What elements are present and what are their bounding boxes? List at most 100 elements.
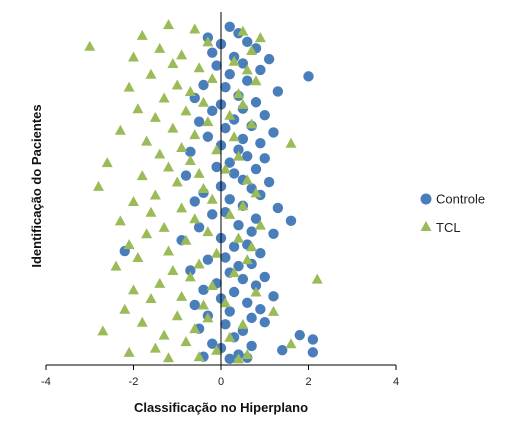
tcl-point [237, 98, 249, 109]
tcl-point [254, 219, 266, 230]
controle-point [185, 265, 196, 276]
controle-point [180, 170, 192, 181]
tcl-point [149, 111, 161, 122]
tcl-point [149, 342, 161, 353]
tcl-point [224, 208, 236, 219]
controle-point [228, 168, 240, 179]
tcl-point [246, 241, 258, 252]
controle-point [220, 319, 231, 330]
tcl-point [114, 215, 126, 226]
controle-point [198, 79, 209, 91]
controle-point [259, 316, 270, 328]
controle-point [207, 209, 218, 220]
controle-point [237, 133, 249, 145]
tcl-point [97, 325, 109, 336]
controle-point [246, 226, 257, 237]
x-tick-label: 4 [393, 376, 399, 388]
controle-point [224, 194, 235, 205]
tcl-point [228, 267, 240, 278]
tcl-point [193, 167, 205, 178]
controle-point [259, 271, 270, 283]
tcl-point [145, 292, 157, 303]
y-axis-title: Identificação do Pacientes [29, 104, 44, 267]
tcl-point [219, 297, 231, 308]
tcl-point [228, 55, 240, 66]
tcl-point [233, 353, 244, 364]
controle-point [207, 105, 218, 117]
controle-point [303, 71, 314, 82]
tcl-point [136, 316, 148, 327]
tcl-point [250, 75, 262, 86]
controle-point [255, 304, 266, 315]
tcl-point [167, 122, 179, 133]
tcl-point [189, 213, 201, 224]
tcl-point [184, 85, 196, 96]
controle-point [263, 53, 275, 65]
tcl-point [241, 174, 253, 185]
controle-point [246, 340, 257, 352]
tcl-point [136, 170, 148, 181]
tcl-point [189, 23, 201, 34]
controle-point [224, 353, 235, 365]
controle-point [237, 58, 249, 69]
tcl-point [285, 338, 297, 349]
tcl-point [123, 81, 135, 92]
tcl-point [211, 344, 223, 355]
tcl-point [158, 92, 170, 103]
controle-point [259, 153, 270, 164]
tcl-point [237, 318, 249, 329]
controle-point [198, 284, 209, 296]
controle-point [255, 247, 266, 259]
tcl-point [145, 206, 157, 217]
controle-point [202, 131, 214, 142]
tcl-point [110, 260, 122, 271]
controle-point [233, 219, 244, 231]
tcl-point [285, 137, 297, 148]
controle-point [250, 280, 262, 291]
controle-point [272, 202, 284, 214]
controle-point [220, 81, 231, 93]
tcl-point [171, 310, 183, 321]
tcl-point [233, 232, 244, 243]
x-tick-label: -2 [129, 376, 139, 388]
tcl-point [101, 157, 113, 168]
controle-point [294, 329, 305, 341]
legend: Controle TCL [420, 192, 485, 235]
tcl-point [167, 57, 179, 68]
tcl-point [193, 62, 205, 73]
controle-point [268, 291, 279, 302]
tcl-point [246, 45, 258, 55]
controle-point [307, 334, 319, 345]
controle-point [237, 273, 249, 285]
tcl-point [128, 284, 139, 295]
legend-marker-tcl [420, 221, 432, 231]
tcl-point [163, 19, 174, 30]
legend-marker-controle [420, 193, 432, 205]
tcl-point [268, 305, 279, 316]
tcl-point [233, 88, 244, 99]
tcl-point [154, 277, 166, 288]
controle-point [228, 286, 240, 298]
controle-point [189, 196, 200, 207]
tcl-point [163, 352, 174, 363]
controle-point [224, 306, 235, 317]
tcl-point [237, 200, 249, 211]
tcl-point [180, 105, 192, 116]
tcl-point [176, 290, 188, 301]
controle-point [228, 241, 240, 252]
tcl-point [132, 103, 144, 114]
tcl-point [184, 271, 196, 282]
tcl-point [114, 124, 126, 135]
tcl-point [128, 51, 139, 62]
tcl-point [123, 239, 135, 250]
controle-point [307, 347, 319, 358]
controle-point [189, 299, 200, 311]
tcl-point [202, 312, 214, 323]
tcl-point [184, 154, 196, 165]
legend-item-controle: Controle [420, 192, 485, 207]
tcl-point [241, 254, 253, 265]
tcl-point [189, 129, 201, 140]
tcl-point [176, 49, 188, 60]
tcl-point [228, 131, 240, 142]
